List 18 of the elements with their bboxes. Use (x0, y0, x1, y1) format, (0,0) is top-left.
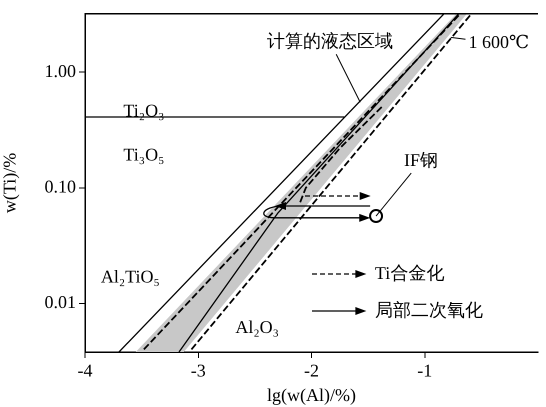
annotation: Ti₂O₃ (123, 100, 164, 121)
annotation: 计算的液态区域 (267, 30, 394, 51)
y-tick-label: 1.00 (44, 60, 76, 81)
annotation: 1 600℃ (468, 32, 530, 52)
annotation: IF钢 (404, 150, 438, 170)
y-tick-label: 0.01 (44, 292, 76, 312)
annotation: Ti合金化 (374, 262, 444, 283)
y-tick-label: 0.10 (44, 176, 76, 197)
x-tick-label: -3 (190, 360, 206, 381)
x-axis-title: lg(w(Al)/%) (267, 384, 356, 405)
y-axis-title: w(Ti)/% (0, 152, 20, 214)
x-tick-label: -2 (304, 360, 319, 381)
annotation: Al₂O₃ (235, 317, 279, 338)
annotation: Ti₃O₅ (123, 144, 164, 165)
annotation: 局部二次氧化 (374, 300, 483, 320)
annotation: Al₂TiO₅ (100, 266, 160, 286)
x-tick-label: -1 (417, 360, 432, 381)
x-tick-label: -4 (78, 360, 92, 381)
